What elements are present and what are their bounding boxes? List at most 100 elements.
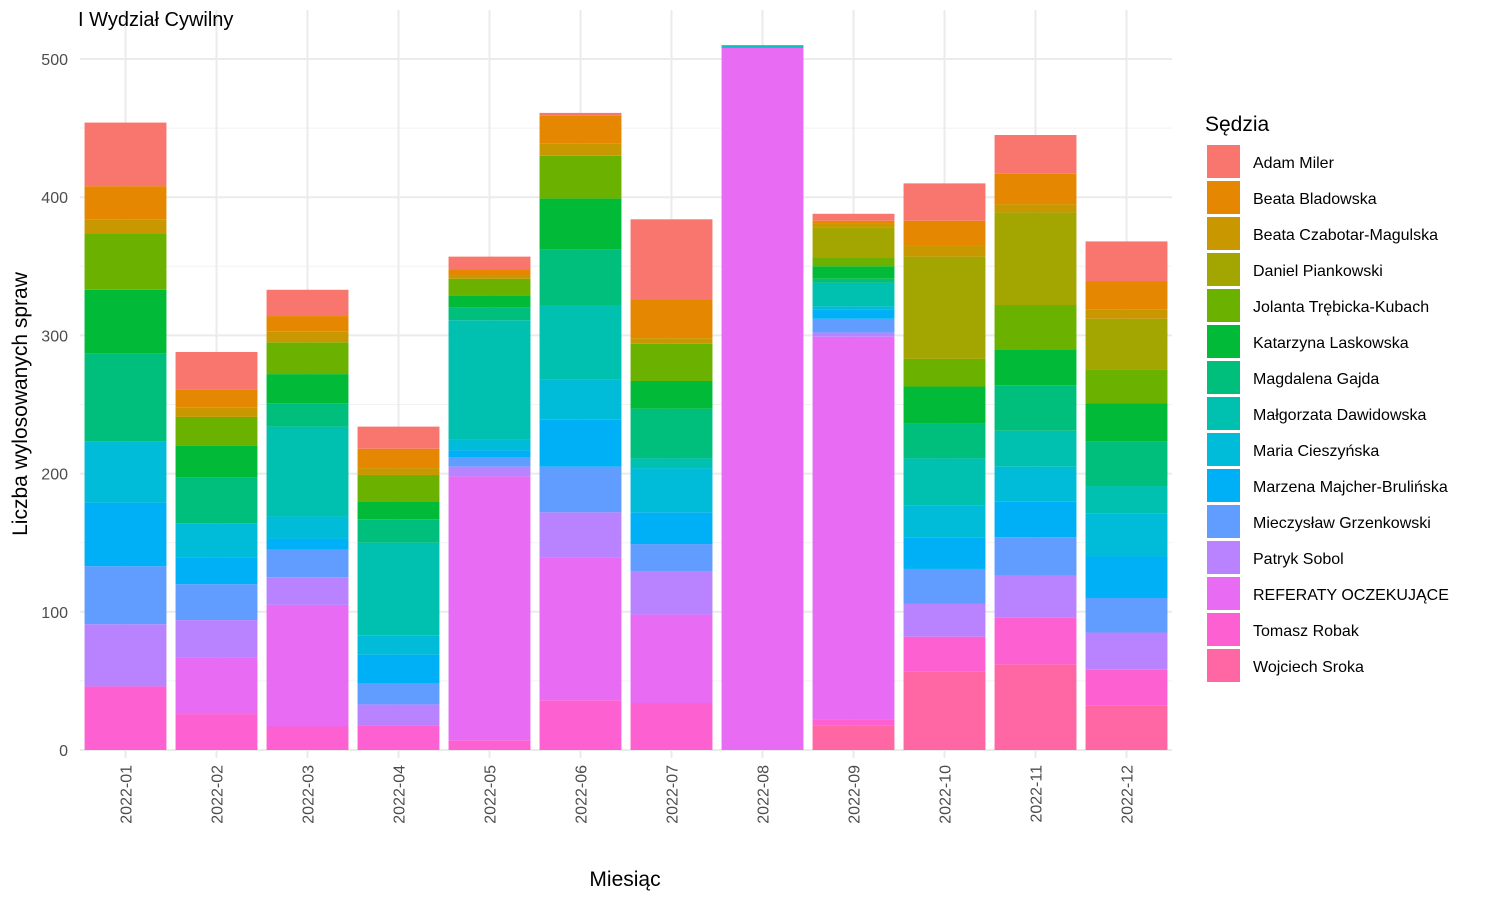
x-tick-label: 2022-08	[756, 765, 773, 824]
bar-segment	[84, 502, 167, 567]
bar-segment	[994, 212, 1077, 305]
bar-segment	[630, 381, 713, 409]
x-tick-label: 2022-10	[938, 765, 955, 824]
bar-segment	[903, 358, 986, 387]
legend-label: Katarzyna Laskowska	[1253, 335, 1409, 352]
bar-segment	[175, 445, 258, 478]
bar-segment	[84, 289, 167, 354]
y-tick-label: 300	[41, 328, 68, 345]
bar-segment	[357, 654, 440, 684]
bar-segment	[812, 318, 895, 333]
bar-segment	[812, 223, 895, 228]
bar-segment	[812, 213, 895, 221]
bar-segment	[812, 306, 895, 310]
bar-segment	[812, 309, 895, 319]
bar-segment	[357, 519, 440, 543]
bar-segment	[175, 389, 258, 408]
bar-segment	[903, 423, 986, 459]
bar-segment	[812, 332, 895, 337]
y-axis: 0 100 200 300 400 500	[41, 52, 68, 760]
legend-label: Tomasz Robak	[1253, 623, 1360, 640]
bar-segment	[630, 343, 713, 382]
bar-segment	[357, 448, 440, 469]
bar-segment	[357, 468, 440, 475]
bar-segment	[630, 468, 713, 513]
legend-swatch	[1207, 505, 1240, 538]
x-tick-label: 2022-02	[210, 765, 227, 824]
bar-segment	[266, 342, 349, 375]
bar-segment	[1085, 632, 1168, 670]
bar-segment	[539, 198, 622, 250]
x-tick-label: 2022-09	[847, 765, 864, 824]
legend-title: Sędzia	[1205, 113, 1270, 136]
y-tick-label: 500	[41, 52, 68, 69]
bar-segment	[1085, 241, 1168, 282]
bar-segment	[266, 374, 349, 404]
bar-segment	[630, 219, 713, 300]
bar-segment	[448, 450, 531, 458]
bar-segment	[630, 299, 713, 339]
bar-segment	[994, 466, 1077, 502]
y-tick-label: 0	[59, 743, 68, 760]
bar-segment	[175, 407, 258, 417]
bar-segment	[994, 575, 1077, 618]
bar-segment	[539, 557, 622, 701]
bar-segment	[357, 426, 440, 449]
bar-segment	[84, 122, 167, 187]
bar-segment	[357, 704, 440, 726]
legend-swatch	[1207, 253, 1240, 286]
bar-segment	[448, 295, 531, 308]
bar-segment	[175, 523, 258, 558]
bar-segment	[266, 726, 349, 750]
legend-swatch	[1207, 469, 1240, 502]
bar-segment	[903, 386, 986, 424]
x-tick-label: 2022-03	[301, 765, 318, 824]
bar-segment	[357, 635, 440, 655]
bar-segment	[448, 256, 531, 270]
legend-label: Adam Miler	[1253, 155, 1335, 172]
bar-segment	[266, 289, 349, 317]
bar-segment	[539, 419, 622, 467]
legend-swatch	[1207, 145, 1240, 178]
x-tick-label: 2022-12	[1120, 765, 1137, 824]
y-tick-label: 200	[41, 467, 68, 484]
bar-segment	[721, 47, 804, 751]
bar-segment	[539, 143, 622, 156]
bar-segment	[1085, 281, 1168, 310]
bar-segment	[1085, 369, 1168, 404]
bar-segment	[1085, 669, 1168, 706]
bar-segment	[448, 466, 531, 477]
bar-segment	[1085, 705, 1168, 750]
bar-segment	[630, 571, 713, 615]
bar-segment	[630, 338, 713, 344]
bar-segment	[903, 245, 986, 257]
bar-segment	[812, 278, 895, 283]
bar-segment	[266, 516, 349, 539]
bar-segment	[266, 316, 349, 332]
bars	[84, 45, 1168, 751]
bar-segment	[812, 725, 895, 750]
bar-segment	[539, 112, 622, 116]
legend-swatch	[1207, 289, 1240, 322]
bar-segment	[903, 603, 986, 637]
y-tick-label: 400	[41, 190, 68, 207]
bar-segment	[357, 501, 440, 520]
bar-segment	[1085, 486, 1168, 514]
bar-segment	[903, 256, 986, 359]
bar-segment	[539, 115, 622, 144]
bar-segment	[175, 657, 258, 715]
bar-segment	[357, 542, 440, 636]
bar-segment	[630, 703, 713, 750]
bar-segment	[812, 258, 895, 267]
legend-swatch	[1207, 217, 1240, 250]
bar-segment	[175, 557, 258, 585]
bar-segment	[357, 474, 440, 502]
bar-segment	[721, 45, 804, 47]
bar-segment	[903, 636, 986, 672]
bar-segment	[1085, 318, 1168, 370]
x-tick-label: 2022-04	[392, 765, 409, 824]
bar-segment	[903, 220, 986, 246]
bar-segment	[812, 227, 895, 259]
